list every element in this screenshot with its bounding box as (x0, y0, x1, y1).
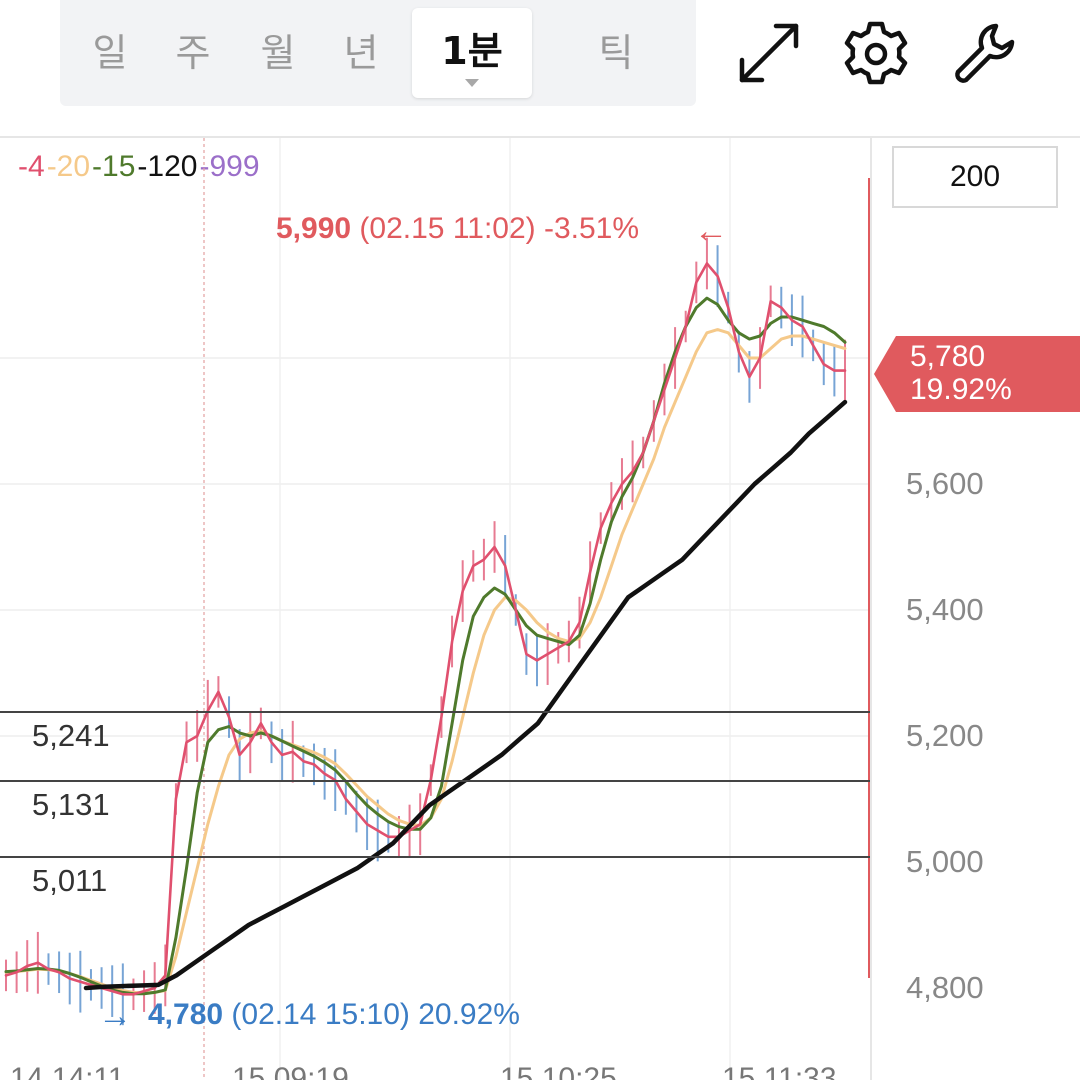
tab-1min[interactable]: 1분 (412, 8, 532, 98)
high-price: 5,990 (276, 212, 352, 245)
level-line-5131[interactable] (0, 780, 870, 782)
period-tab-bar: 일 주 월 년 1분 틱 (60, 0, 696, 106)
tab-month[interactable]: 월 (260, 31, 296, 75)
low-detail: (02.14 15:10) 20.92% (231, 998, 520, 1031)
arrow-right-icon: → (98, 997, 132, 1035)
y-tick-label: 5,000 (906, 844, 984, 879)
high-detail: (02.15 11:02) -3.51% (359, 212, 640, 245)
legend-ma999: -999 (199, 150, 260, 183)
level-label: 5,241 (32, 718, 110, 753)
candle-count-input[interactable]: 200 (892, 146, 1058, 208)
y-tick-label: 5,400 (906, 592, 984, 627)
tab-day[interactable]: 일 (92, 31, 128, 75)
legend-ma20: -20 (46, 150, 91, 183)
ma-line-15 (4, 296, 847, 996)
ma-line-4 (4, 262, 847, 996)
arrow-left-icon: ← (694, 212, 728, 250)
header-divider (0, 136, 1080, 138)
level-line-5011[interactable] (0, 856, 870, 858)
ma-line-20 (4, 328, 847, 995)
price-chart[interactable] (0, 138, 870, 1080)
x-tick-label: 14 14:11 (10, 1062, 125, 1080)
y-tick-label: 5,600 (906, 466, 984, 501)
tab-week[interactable]: 주 (175, 31, 211, 75)
tab-year[interactable]: 년 (343, 31, 379, 75)
tab-tick[interactable]: 틱 (598, 31, 634, 75)
low-price: 4,780 (148, 998, 224, 1031)
gear-icon[interactable] (840, 18, 912, 90)
tab-1min-label: 1분 (441, 29, 503, 73)
legend-ma4: -4 (18, 150, 45, 183)
current-price-tag: 5,780 19.92% (874, 336, 1080, 412)
ma-line-120 (83, 399, 848, 991)
legend-ma15: -15 (92, 150, 136, 183)
low-annotation: 4,780 (02.14 15:10) 20.92% (148, 998, 520, 1032)
x-tick-label: 15 11:33 (722, 1062, 837, 1080)
chevron-down-icon (465, 79, 479, 87)
level-line-5241[interactable] (0, 711, 870, 713)
legend-ma120: -120 (137, 150, 198, 183)
y-tick-label: 5,200 (906, 718, 984, 753)
axis-divider (870, 138, 872, 1080)
level-label: 5,011 (32, 863, 108, 898)
current-change: 19.92% (910, 373, 1012, 406)
y-tick-label: 4,800 (906, 970, 984, 1005)
high-annotation: 5,990 (02.15 11:02) -3.51% (276, 212, 639, 246)
level-label: 5,131 (32, 787, 110, 822)
indicator-legend[interactable]: -4-20-15-120-999 (18, 150, 262, 184)
expand-icon[interactable] (732, 18, 804, 90)
x-tick-label: 15 09:19 (232, 1062, 349, 1080)
x-tick-label: 15 10:25 (500, 1062, 617, 1080)
current-price: 5,780 (910, 340, 986, 373)
wrench-icon[interactable] (948, 18, 1020, 90)
